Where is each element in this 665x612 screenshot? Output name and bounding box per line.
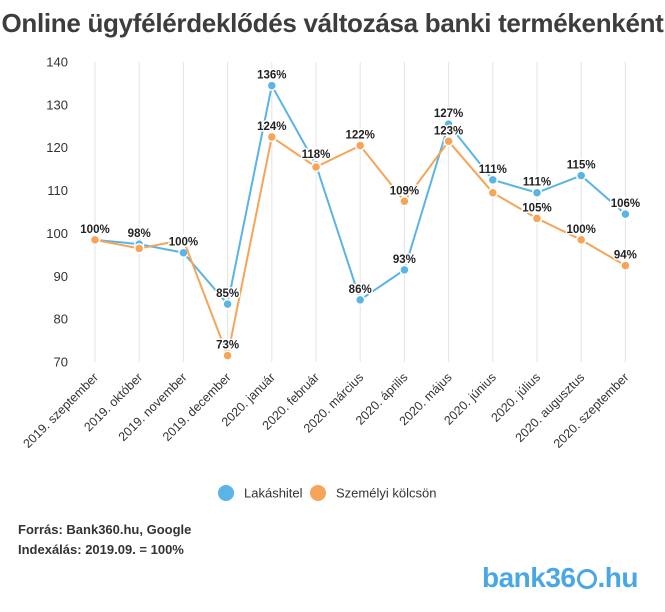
x-tick-label: 2020. szeptember <box>551 370 632 451</box>
logo-text-post: .hu <box>597 562 639 593</box>
data-point <box>266 80 278 91</box>
data-label: 100% <box>169 237 198 249</box>
y-axis: 70 80 90 100 110 120 130 140 <box>46 55 68 370</box>
data-point <box>443 118 454 130</box>
data-point <box>354 294 366 306</box>
index-note: Indexálás: 2019.09. = 100% <box>18 542 184 557</box>
data-label: 98% <box>128 228 151 240</box>
data-label: 111% <box>479 164 507 176</box>
data-label: 124% <box>257 121 286 133</box>
data-point <box>89 234 101 246</box>
data-point <box>487 174 499 186</box>
data-point <box>399 196 410 207</box>
data-point <box>487 187 499 198</box>
data-point <box>443 136 454 147</box>
legend-label: Lakáshitel <box>244 486 303 501</box>
data-point <box>575 170 587 181</box>
data-point <box>620 260 631 271</box>
data-label: 122% <box>345 130 374 142</box>
data-point <box>620 208 631 220</box>
grid-lines <box>94 62 626 362</box>
y-tick-label: 130 <box>46 97 68 112</box>
data-label: 127% <box>434 108 463 120</box>
legend-marker <box>218 485 234 501</box>
data-point <box>133 243 145 254</box>
data-label: 85% <box>216 288 239 300</box>
data-label: 93% <box>393 254 416 266</box>
data-point <box>310 161 322 173</box>
data-label: 123% <box>434 125 463 137</box>
data-label: 100% <box>566 224 595 236</box>
data-label: 106% <box>611 198 640 210</box>
data-label: 109% <box>390 185 419 197</box>
y-tick-label: 140 <box>46 55 68 70</box>
legend-label: Személyi kölcsön <box>336 486 436 501</box>
data-point <box>531 213 543 224</box>
data-point <box>354 140 366 151</box>
data-point <box>531 187 543 198</box>
x-tick-label: 2019. szeptember <box>20 370 101 451</box>
data-label: 94% <box>614 250 637 262</box>
data-label: 118% <box>302 149 331 161</box>
chart-footer: Forrás: Bank360.hu, Google Indexálás: 20… <box>18 520 191 560</box>
data-point <box>266 131 278 143</box>
y-tick-label: 110 <box>47 183 68 198</box>
data-point <box>222 350 233 361</box>
data-label: 115% <box>567 160 596 172</box>
data-label: 86% <box>349 284 372 296</box>
data-label: 105% <box>522 202 551 214</box>
data-label: 100% <box>80 224 109 236</box>
y-tick-label: 120 <box>46 140 68 155</box>
data-point <box>575 234 587 246</box>
bank360-logo: bank36 .hu <box>482 562 638 594</box>
data-point <box>399 264 410 276</box>
y-tick-label: 90 <box>54 269 68 284</box>
y-tick-label: 80 <box>54 312 68 327</box>
data-label: 73% <box>216 340 239 352</box>
y-tick-label: 100 <box>46 226 68 241</box>
series-group <box>89 80 631 361</box>
data-point <box>222 298 233 310</box>
logo-text-pre: bank36 <box>482 562 576 593</box>
y-tick-label: 70 <box>54 355 68 370</box>
data-label: 111% <box>523 177 551 189</box>
legend: Lakáshitel Személyi kölcsön <box>218 485 436 501</box>
chart-title: Online ügyfélérdeklődés változása banki … <box>1 8 664 38</box>
data-labels: 100% 98% 100% 85% 136% 118% 86% 93% 127% 111% 111%… <box>79 68 642 353</box>
data-label: 136% <box>257 70 286 82</box>
legend-marker <box>310 485 326 501</box>
logo-ring-icon <box>576 569 597 589</box>
source-note: Forrás: Bank360.hu, Google <box>18 522 192 537</box>
data-point <box>178 234 189 246</box>
